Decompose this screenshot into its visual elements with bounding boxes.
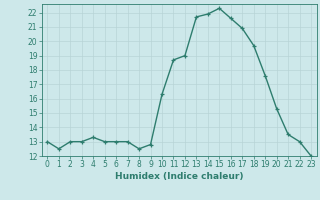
X-axis label: Humidex (Indice chaleur): Humidex (Indice chaleur) bbox=[115, 172, 244, 181]
